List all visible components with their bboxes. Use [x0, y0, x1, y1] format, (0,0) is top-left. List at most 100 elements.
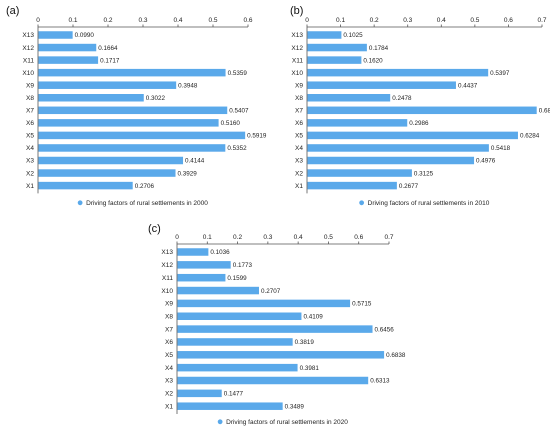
- category-label: X10: [291, 70, 303, 77]
- data-label: 0.2706: [135, 183, 155, 190]
- data-label: 0.0990: [75, 32, 95, 39]
- x-tick-label: 0: [305, 17, 309, 24]
- category-label: X9: [26, 82, 34, 89]
- x-tick-label: 0.6: [354, 234, 363, 241]
- category-label: X7: [26, 108, 34, 115]
- bar-x11: [307, 56, 362, 64]
- bar-x12: [307, 43, 367, 52]
- category-label: X5: [165, 352, 173, 359]
- category-label: X8: [26, 95, 34, 102]
- data-label: 0.3948: [178, 82, 198, 89]
- data-label: 0.1620: [363, 57, 383, 64]
- bar-x8: [177, 312, 302, 320]
- bar-x3: [307, 156, 475, 165]
- bar-x4: [307, 144, 489, 152]
- data-label: 0.4437: [458, 82, 478, 89]
- data-label: 0.5407: [229, 108, 249, 115]
- bar-x11: [38, 56, 99, 64]
- panel-label: (c): [148, 223, 161, 235]
- x-tick-label: 0: [36, 17, 40, 24]
- bar-x3: [38, 156, 184, 165]
- category-label: X5: [26, 133, 34, 140]
- chart-panel-3: (c) 0 0.1 0.2 0.3 0.4 0.5 0.6 0.7 X13 0.1036 X12 0.1…: [148, 223, 406, 426]
- data-label: 0.3022: [146, 95, 166, 102]
- x-tick-label: 0.2: [103, 17, 112, 24]
- data-label: 0.3125: [414, 170, 434, 177]
- bar-x8: [307, 94, 391, 102]
- x-tick-label: 0.1: [203, 234, 212, 241]
- bar-x9: [307, 81, 456, 89]
- chart-panel-2: (b)0 0.1 0.2 0.3 0.4 0.5 0.6 0.7 X13 0.1025 X12 0.1…: [290, 5, 550, 207]
- x-tick-label: 0.2: [233, 234, 242, 241]
- bar-x8: [38, 94, 144, 102]
- bar-x13: [307, 31, 342, 39]
- data-label: 0.1599: [227, 275, 247, 282]
- category-label: X11: [162, 275, 173, 282]
- data-label: 0.3489: [285, 403, 305, 410]
- data-label: 0.3981: [300, 365, 320, 372]
- data-label: 0.1025: [343, 32, 363, 39]
- data-label: 0.4109: [303, 313, 323, 320]
- bar-x12: [177, 261, 231, 269]
- bar-x7: [38, 106, 228, 115]
- category-label: X1: [26, 183, 34, 190]
- x-tick-label: 0.1: [68, 17, 77, 24]
- category-label: X2: [295, 170, 303, 177]
- data-label: 0.1773: [233, 262, 253, 269]
- bar-x4: [38, 144, 226, 152]
- x-tick-label: 0.3: [263, 234, 272, 241]
- data-label: 0.4144: [185, 158, 205, 165]
- category-label: X11: [23, 57, 34, 64]
- data-label: 0.6284: [520, 133, 540, 140]
- bar-x5: [38, 131, 246, 140]
- legend-marker: [77, 200, 83, 206]
- bar-x12: [38, 43, 97, 52]
- category-label: X13: [22, 32, 34, 39]
- category-label: X10: [161, 288, 173, 295]
- bar-x9: [38, 81, 177, 89]
- bar-x13: [177, 248, 209, 256]
- data-label: 0.5160: [221, 120, 241, 127]
- data-label: 0.5715: [352, 301, 372, 308]
- x-tick-label: 0.6: [243, 17, 252, 24]
- panel-label: (b): [290, 5, 303, 17]
- category-label: X10: [22, 70, 34, 77]
- x-tick-label: 0.3: [403, 17, 412, 24]
- data-label: 0.6842: [539, 108, 550, 115]
- bar-x10: [38, 68, 226, 77]
- category-label: X8: [165, 313, 173, 320]
- data-label: 0.1477: [224, 391, 244, 398]
- category-label: X13: [161, 249, 173, 256]
- category-label: X12: [161, 262, 173, 269]
- category-label: X3: [165, 378, 173, 385]
- category-label: X1: [165, 403, 173, 410]
- legend-label: Driving factors of rural settlements in …: [86, 200, 208, 207]
- category-label: X11: [292, 57, 303, 64]
- x-tick-label: 0.5: [324, 234, 333, 241]
- category-label: X1: [295, 183, 303, 190]
- legend-marker: [217, 419, 223, 425]
- data-label: 0.1784: [369, 45, 389, 52]
- data-label: 0.2478: [392, 95, 412, 102]
- bar-x2: [307, 169, 412, 177]
- x-tick-label: 0.2: [370, 17, 379, 24]
- bar-x1: [307, 181, 397, 190]
- category-label: X6: [26, 120, 34, 127]
- data-label: 0.5418: [491, 145, 511, 152]
- bar-x2: [38, 169, 176, 177]
- category-label: X12: [22, 45, 34, 52]
- x-tick-label: 0.4: [294, 234, 303, 241]
- bar-x1: [38, 181, 133, 190]
- category-label: X2: [165, 391, 173, 398]
- data-label: 0.5397: [490, 70, 510, 77]
- data-label: 0.5352: [227, 145, 247, 152]
- bar-x6: [38, 119, 219, 127]
- data-label: 0.4976: [476, 158, 496, 165]
- category-label: X8: [295, 95, 303, 102]
- category-label: X9: [295, 82, 303, 89]
- bar-x9: [177, 299, 351, 308]
- data-label: 0.3819: [295, 339, 315, 346]
- category-label: X2: [26, 170, 34, 177]
- category-label: X7: [165, 326, 173, 333]
